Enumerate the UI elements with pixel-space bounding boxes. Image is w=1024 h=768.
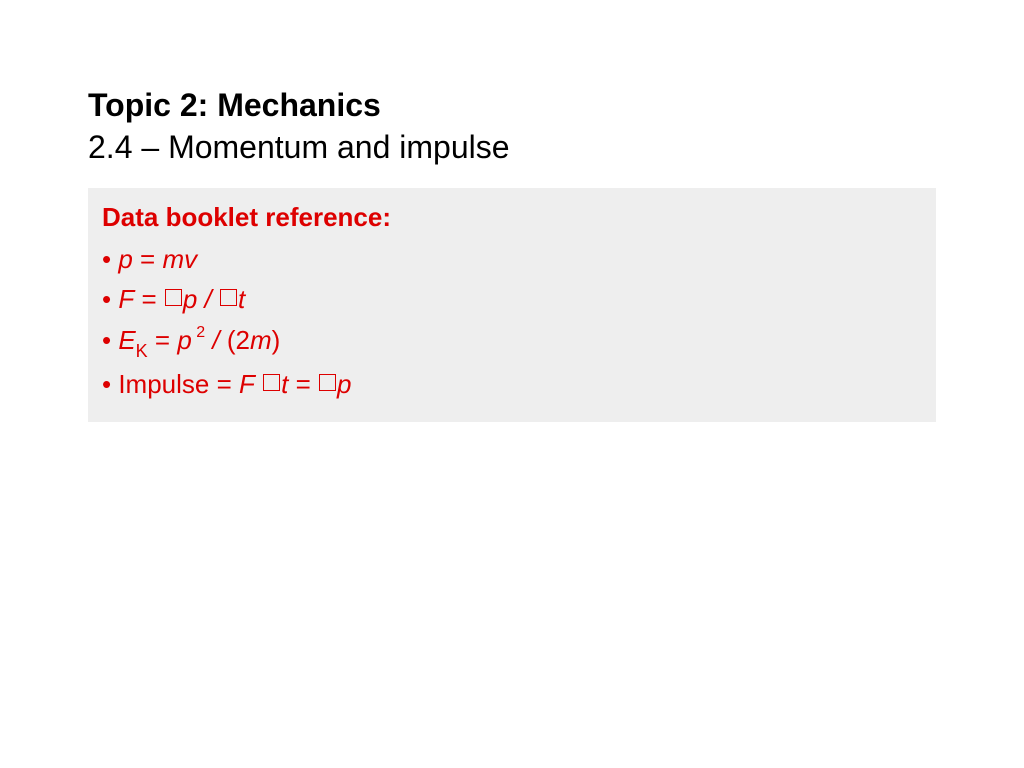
bullet-item: • EK = p 2 / (2m): [102, 320, 922, 364]
placeholder-box-icon: [319, 374, 336, 391]
reference-box: Data booklet reference: • p = mv• F = p …: [88, 188, 936, 422]
placeholder-box-icon: [263, 374, 280, 391]
placeholder-box-icon: [165, 289, 182, 306]
slide: Topic 2: Mechanics 2.4 – Momentum and im…: [0, 0, 1024, 422]
bullet-item: • Impulse = F t = p: [102, 364, 922, 404]
bullet-item: • p = mv: [102, 239, 922, 279]
placeholder-box-icon: [220, 289, 237, 306]
bullet-list: • p = mv• F = p / t• EK = p 2 / (2m) • I…: [102, 239, 922, 404]
topic-title: Topic 2: Mechanics: [88, 85, 936, 127]
bullet-item: • F = p / t: [102, 279, 922, 319]
subtopic-title: 2.4 – Momentum and impulse: [88, 127, 936, 169]
box-heading: Data booklet reference:: [102, 202, 922, 233]
